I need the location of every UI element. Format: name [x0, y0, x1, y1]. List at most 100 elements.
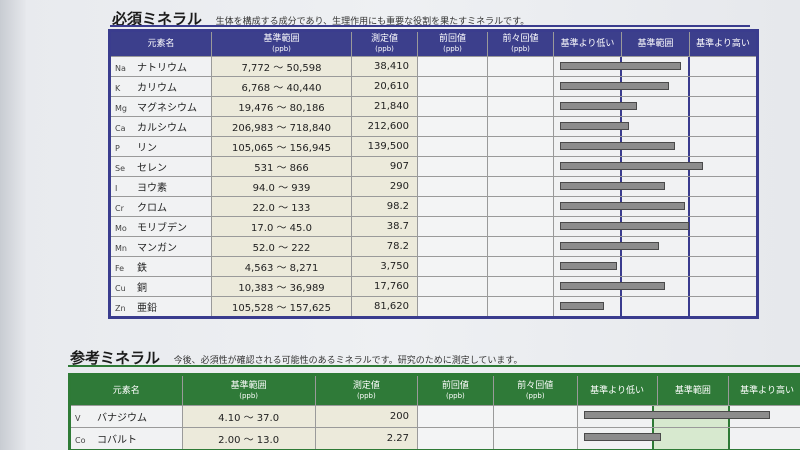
measured-cell: 3,750 — [351, 256, 418, 277]
element-cell: Mo モリブデン — [109, 216, 212, 237]
header-high: 基準より高い — [689, 30, 758, 57]
element-cell: Fe 鉄 — [109, 256, 212, 277]
measured-cell: 78.2 — [351, 236, 418, 257]
header-element: 元素名 — [109, 30, 212, 57]
table-row: Zn 亜鉛 105,528 〜 157,625 81,620 — [109, 296, 758, 318]
table-row: Mn マンガン 52.0 〜 222 78.2 — [109, 236, 758, 257]
table-row: K カリウム 6,768 〜 40,440 20,610 — [109, 76, 758, 97]
upper-limit-line — [687, 137, 690, 156]
upper-limit-line — [687, 177, 690, 196]
header-low: 基準より低い — [576, 374, 658, 406]
previous-cell — [417, 256, 488, 277]
level-chart — [555, 217, 757, 236]
previous-cell — [417, 76, 488, 97]
range-cell: 531 〜 866 — [211, 156, 352, 177]
upper-limit-line — [687, 297, 690, 316]
element-symbol: V — [75, 414, 81, 423]
header-range: 基準範囲 (ppb) — [211, 30, 352, 57]
level-chart — [555, 157, 757, 176]
previous-cell — [417, 216, 488, 237]
element-cell: Co コバルト — [69, 427, 183, 450]
upper-limit-line — [687, 277, 690, 296]
range-cell: 105,065 〜 156,945 — [211, 136, 352, 157]
level-chart-cell — [553, 156, 758, 177]
range-cell: 52.0 〜 222 — [211, 236, 352, 257]
previous-cell — [417, 196, 488, 217]
essential-header-row: 元素名 基準範囲 (ppb) 測定値 (ppb) 前回値 (ppb) 前々回値 (ppb… — [109, 30, 758, 57]
range-cell: 94.0 〜 939 — [211, 176, 352, 197]
table-row: Co コバルト 2.00 〜 13.0 2.27 — [69, 427, 800, 450]
element-name: マグネシウム — [137, 103, 197, 114]
level-chart-cell — [553, 196, 758, 217]
measured-cell: 21,840 — [351, 96, 418, 117]
element-symbol: P — [115, 144, 120, 153]
range-cell: 17.0 〜 45.0 — [211, 216, 352, 237]
prev2-cell — [487, 136, 554, 157]
upper-limit-line — [728, 428, 730, 449]
upper-limit-line — [687, 97, 690, 116]
prev2-cell — [492, 427, 578, 450]
table-row: P リン 105,065 〜 156,945 139,500 — [109, 136, 758, 157]
previous-cell — [417, 116, 488, 137]
reference-header-row: 元素名 基準範囲 (ppb) 測定値 (ppb) 前回値 (ppb) 前々回値 (ppb… — [69, 374, 800, 406]
element-cell: I ヨウ素 — [109, 176, 212, 197]
element-cell: Na ナトリウム — [109, 56, 212, 77]
upper-limit-line — [687, 117, 690, 136]
prev2-cell — [487, 296, 554, 318]
level-chart — [555, 77, 757, 96]
level-bar — [560, 262, 617, 270]
element-cell: Ca カルシウム — [109, 116, 212, 137]
measured-cell: 139,500 — [351, 136, 418, 157]
element-symbol: K — [115, 84, 121, 93]
table-row: Cu 銅 10,383 〜 36,989 17,760 — [109, 276, 758, 297]
previous-cell — [417, 96, 488, 117]
upper-limit-line — [687, 77, 690, 96]
level-chart-cell — [553, 76, 758, 97]
reference-description: 今後、必須性が確認される可能性のあるミネラルです。研究のために測定しています。 — [173, 356, 523, 366]
element-symbol: Cr — [115, 204, 124, 213]
measured-cell: 200 — [314, 405, 419, 428]
range-cell: 4.10 〜 37.0 — [181, 405, 316, 428]
previous-cell — [417, 405, 494, 428]
header-previous: 前回値 (ppb) — [417, 374, 494, 406]
header-normal: 基準範囲 — [621, 30, 690, 57]
reference-title: 参考ミネラル — [70, 349, 161, 367]
element-name: 亜鉛 — [137, 303, 157, 314]
element-symbol: I — [115, 184, 118, 193]
previous-cell — [417, 56, 488, 77]
level-chart — [555, 117, 757, 136]
table-row: Mo モリブデン 17.0 〜 45.0 38.7 — [109, 216, 758, 237]
page-binding-edge — [0, 0, 26, 450]
header-prev2: 前々回値 (ppb) — [492, 374, 578, 406]
header-prev2: 前々回値 (ppb) — [487, 30, 554, 57]
element-name: ナトリウム — [137, 63, 187, 74]
reference-minerals-table: 元素名 基準範囲 (ppb) 測定値 (ppb) 前回値 (ppb) 前々回値 (ppb… — [68, 373, 800, 450]
element-name: セレン — [137, 163, 167, 174]
level-chart-cell — [553, 176, 758, 197]
level-chart — [555, 237, 757, 256]
element-cell: Cu 銅 — [109, 276, 212, 297]
header-measured: 測定値 (ppb) — [314, 374, 419, 406]
range-cell: 105,528 〜 157,625 — [211, 296, 352, 318]
level-chart-cell — [553, 56, 758, 77]
level-bar — [560, 162, 704, 170]
range-cell: 4,563 〜 8,271 — [211, 256, 352, 277]
previous-cell — [417, 427, 494, 450]
level-bar — [560, 62, 682, 70]
level-chart-cell — [553, 116, 758, 137]
level-chart — [555, 97, 757, 116]
upper-limit-line — [687, 57, 690, 76]
range-cell: 19,476 〜 80,186 — [211, 96, 352, 117]
element-cell: Zn 亜鉛 — [109, 296, 212, 318]
element-name: リン — [137, 143, 157, 154]
element-cell: P リン — [109, 136, 212, 157]
header-normal: 基準範囲 — [656, 374, 730, 406]
previous-cell — [417, 176, 488, 197]
measured-cell: 2.27 — [314, 427, 419, 450]
prev2-cell — [487, 196, 554, 217]
upper-limit-line — [687, 237, 690, 256]
essential-section-title: 必須ミネラル 生体を構成する成分であり、生理作用にも重要な役割を果たすミネラルで… — [112, 8, 529, 29]
element-name: カリウム — [137, 83, 177, 94]
previous-cell — [417, 296, 488, 318]
